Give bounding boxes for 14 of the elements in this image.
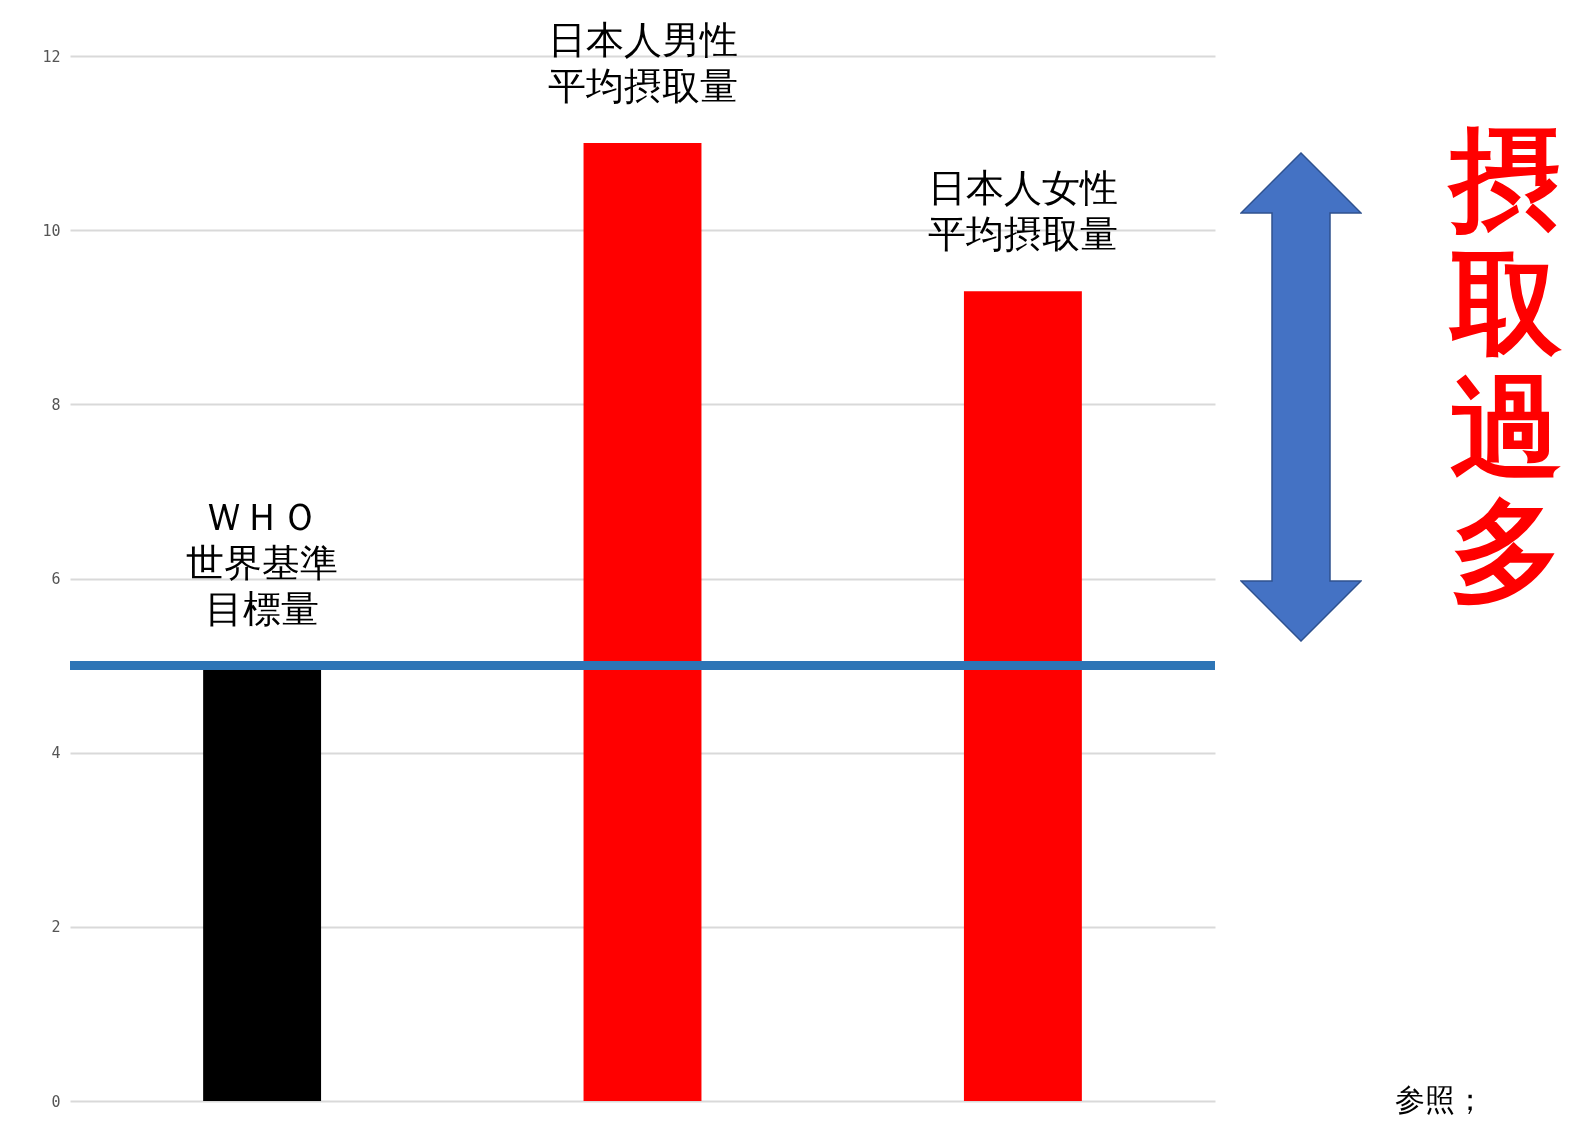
y-tick-label: 2	[51, 918, 61, 937]
y-tick-label: 10	[42, 221, 61, 240]
y-tick-label: 8	[51, 395, 61, 414]
x-tick-label: 日本人男性平均摂取量	[547, 18, 738, 109]
y-tick-label: 0	[51, 1092, 61, 1111]
text: 参照；	[1395, 1082, 1485, 1117]
y-tick-label: 4	[51, 744, 61, 763]
text: 摂取過多	[1447, 114, 1562, 616]
y-tick-label: 6	[51, 570, 61, 588]
y-tick-label: 12	[42, 47, 61, 66]
x-tick-label: ＷＨＯ世界基準目標量	[186, 494, 339, 631]
x-tick-label: 日本人女性平均摂取量	[927, 166, 1118, 257]
bar	[583, 143, 702, 1101]
bar	[963, 291, 1082, 1101]
